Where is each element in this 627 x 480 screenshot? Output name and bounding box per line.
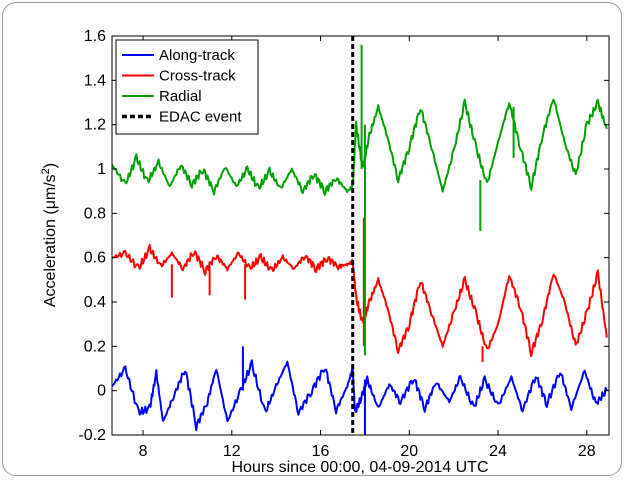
y-tick-label: 1 [97,161,106,178]
y-tick-label: 0.6 [84,250,106,267]
legend: Along-track Cross-track Radial EDAC event [115,39,259,135]
x-tick-label: 8 [139,443,148,460]
plot-area-border [111,35,610,436]
series-line-along-track [111,359,608,432]
y-tick-label: 0.4 [84,294,106,311]
y-tick-label: 0 [97,383,106,400]
x-tick-label: 24 [489,443,507,460]
y-tick-label: -0.2 [78,427,106,444]
legend-label-radial: Radial [159,88,202,105]
legend-label-edac-event: EDAC event [159,109,242,126]
series-layer [111,36,608,435]
ticks-layer: 8 12 16 20 24 28 -0.2 0 0.2 0.4 0.6 0.8 1 1.2 1.4 1.6 [78,28,609,460]
legend-label-along-track: Along-track [159,47,235,64]
y-axis-label-main: Acceleration (μm/s [42,174,59,307]
x-tick-label: 20 [400,443,418,460]
x-tick-label: 12 [223,443,241,460]
x-tick-label: 28 [578,443,596,460]
y-tick-label: 0.8 [84,205,106,222]
series-line-radial [111,98,608,196]
series-line-cross-track [111,243,608,358]
y-tick-label: 1.2 [84,117,106,134]
y-tick-label: 1.6 [84,28,106,45]
y-axis-label: Acceleration (μm/s2) [40,163,59,307]
x-tick-label: 16 [312,443,330,460]
y-axis-label-end: ) [42,163,59,168]
legend-label-cross-track: Cross-track [159,68,236,85]
x-axis-label: Hours since 00:00, 04-09-2014 UTC [231,459,488,476]
y-tick-label: 0.2 [84,338,106,355]
y-axis-label-sup: 2 [40,168,52,174]
y-tick-label: 1.4 [84,72,106,89]
